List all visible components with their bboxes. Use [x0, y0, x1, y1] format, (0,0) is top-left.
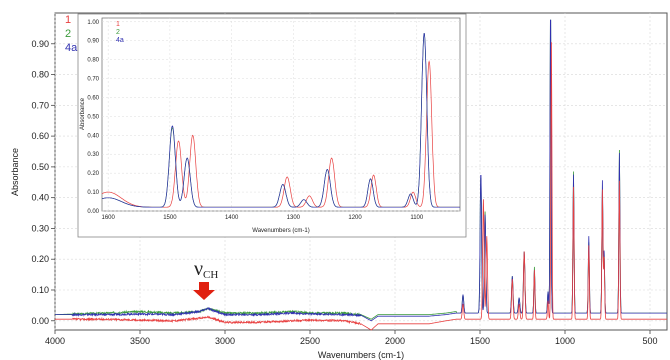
inset-x-tick-label: 1500: [163, 215, 177, 221]
main-series-group: [55, 19, 667, 331]
inset-legend: 1 2 4a: [116, 21, 124, 44]
inset-legend-entry-4a: 4a: [116, 37, 124, 44]
legend-entry-2: 2: [65, 28, 71, 40]
inset-x-tick-label: 1400: [225, 215, 239, 221]
inset-legend-entry-2: 2: [116, 29, 120, 36]
inset-series-group: [101, 33, 460, 208]
main-legend: 1 2 4a: [65, 14, 78, 54]
inset-plot-area: [101, 17, 461, 212]
x-tick-label: 500: [642, 336, 657, 346]
inset-y-tick-label: 0.10: [87, 190, 99, 196]
y-axis-title: Absorbance: [10, 148, 20, 196]
x-tick-label: 1000: [555, 336, 575, 346]
x-axis-title: Wavenumbers (cm-1): [318, 350, 404, 360]
x-tick-label: 1500: [470, 336, 490, 346]
series-line-1: [55, 42, 667, 331]
legend-entry-1: 1: [65, 14, 71, 26]
y-tick-label: 0.60: [31, 131, 49, 141]
y-tick-label: 0.40: [31, 193, 49, 203]
y-tick-label: 0.70: [31, 100, 49, 110]
inset-series-line-4a: [102, 33, 460, 208]
inset-y-tick-label: 0.60: [87, 95, 99, 101]
y-tick-label: 0.10: [31, 285, 49, 295]
inset-y-tick-label: 0.90: [87, 39, 99, 45]
inset-axis-ticks: 0.00 0.10 0.20 0.30 0.40 0.50 0.60 0.70 0.80 0.90…: [87, 20, 424, 221]
y-tick-label: 0.00: [31, 316, 49, 326]
legend-entry-4a: 4a: [65, 42, 78, 54]
inset-y-tick-label: 0.80: [87, 58, 99, 64]
inset-x-tick-label: 1300: [287, 215, 301, 221]
inset-y-tick-label: 0.30: [87, 152, 99, 158]
x-tick-label: 3500: [130, 336, 150, 346]
x-tick-label: 2500: [300, 336, 320, 346]
inset-y-tick-label: 0.20: [87, 171, 99, 177]
inset-y-tick-label: 0.50: [87, 114, 99, 120]
series-line-4a: [55, 19, 667, 322]
inset-legend-entry-1: 1: [116, 21, 120, 28]
y-tick-label: 0.50: [31, 162, 49, 172]
x-tick-label: 4000: [45, 336, 65, 346]
inset-grid: [102, 18, 460, 212]
inset-y-tick-label: 0.00: [87, 209, 99, 215]
inset-y-tick-label: 0.70: [87, 77, 99, 83]
x-tick-label: 2000: [385, 336, 405, 346]
inset-x-axis-title: Wavenumbers (cm-1): [252, 228, 309, 234]
x-tick-label: 3000: [215, 336, 235, 346]
inset-x-tick-label: 1100: [410, 215, 424, 221]
y-tick-label: 0.80: [31, 70, 49, 80]
inset-y-axis-title: Absorbance: [80, 97, 86, 130]
inset-x-tick-label: 1200: [348, 215, 362, 221]
main-axis-ticks: 0.00 0.10 0.20 0.30 0.40 0.50 0.60 0.70 0.80 0.90…: [31, 39, 657, 346]
y-tick-label: 0.90: [31, 39, 49, 49]
y-tick-label: 0.30: [31, 223, 49, 233]
y-tick-label: 0.20: [31, 254, 49, 264]
inset-x-tick-label: 1600: [101, 215, 115, 221]
inset-y-tick-label: 1.00: [87, 20, 99, 26]
down-arrow-icon: [193, 282, 215, 300]
inset-y-tick-label: 0.40: [87, 133, 99, 139]
